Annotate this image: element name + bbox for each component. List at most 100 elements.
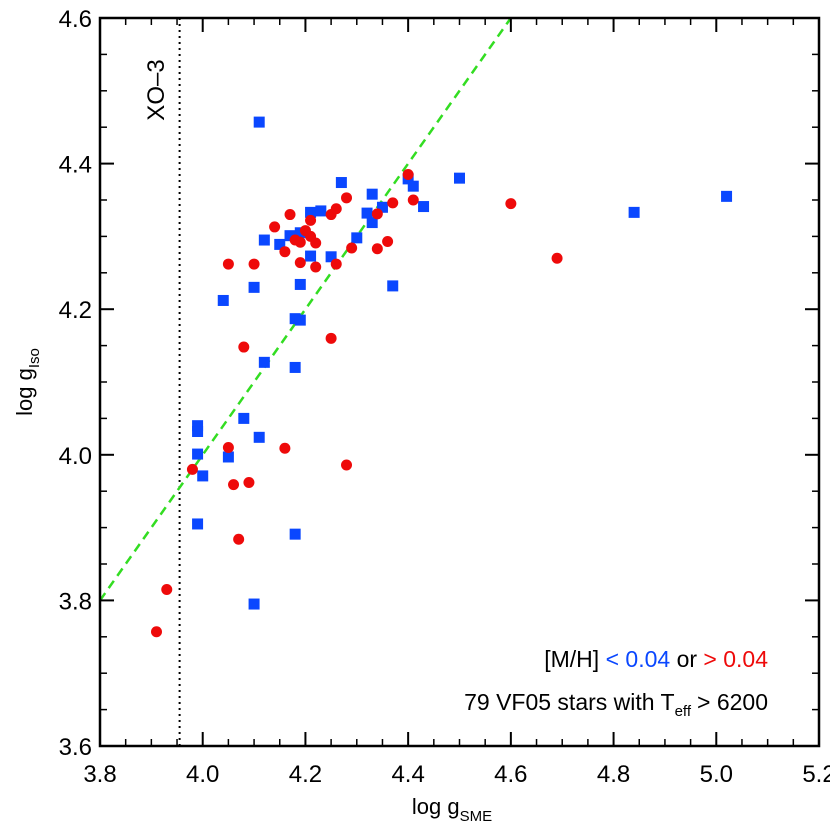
x-tick-label: 4.2 <box>289 761 322 788</box>
data-point-square <box>407 180 419 192</box>
data-point-square <box>258 234 270 246</box>
data-point-circle <box>269 221 281 233</box>
data-point-circle <box>186 463 198 475</box>
data-point-square <box>253 431 265 443</box>
data-point-square <box>197 470 209 482</box>
data-point-circle <box>233 533 245 545</box>
x-axis-label: log gSME <box>412 794 492 825</box>
y-tick-label: 3.6 <box>59 734 92 761</box>
x-tick-label: 4.6 <box>494 761 527 788</box>
data-point-circle <box>371 208 383 220</box>
x-tick-label: 5.2 <box>802 761 830 788</box>
y-tick-label: 4.0 <box>59 443 92 470</box>
data-point-square <box>294 314 306 326</box>
legend-sample-prefix: 79 VF05 stars with T <box>464 689 675 715</box>
data-point-square <box>217 294 229 306</box>
legend-line-metallicity: [M/H] < 0.04 or > 0.04 <box>544 646 768 672</box>
y-tick-label: 4.6 <box>59 6 92 33</box>
data-point-square <box>418 201 430 213</box>
legend-sample-suffix: > 6200 <box>697 689 768 715</box>
data-point-circle <box>325 332 337 344</box>
data-point-circle <box>305 214 317 226</box>
data-point-circle <box>341 192 353 204</box>
data-point-square <box>258 356 270 368</box>
y-tick-label: 4.2 <box>59 297 92 324</box>
data-point-circle <box>551 252 563 264</box>
data-point-square <box>248 598 260 610</box>
data-point-circle <box>284 209 296 221</box>
legend-line-sample: 79 VF05 stars with Teff > 6200 <box>464 689 768 720</box>
data-point-circle <box>407 194 419 206</box>
data-point-square <box>335 177 347 189</box>
data-point-circle <box>505 198 517 210</box>
data-point-square <box>289 528 301 540</box>
x-axis-label-base: log g <box>412 794 460 819</box>
data-point-circle <box>238 341 250 353</box>
legend-blue-threshold: < 0.04 <box>606 646 671 672</box>
data-point-circle <box>228 479 240 491</box>
data-point-square <box>325 251 337 263</box>
legend-metallicity-prefix: [M/H] <box>544 646 599 672</box>
data-point-circle <box>243 476 255 488</box>
data-point-circle <box>330 203 342 215</box>
data-point-square <box>376 201 388 213</box>
data-point-circle <box>294 236 306 248</box>
data-point-square <box>305 250 317 262</box>
data-point-square <box>454 172 465 184</box>
data-point-square <box>628 206 640 218</box>
y-axis-label-sub: Iso <box>26 348 43 368</box>
data-point-circle <box>248 258 260 270</box>
data-point-square <box>248 281 260 293</box>
x-tick-label: 3.8 <box>83 761 116 788</box>
data-point-square <box>351 232 363 244</box>
x-tick-label: 5.0 <box>700 761 733 788</box>
data-point-square <box>289 361 301 373</box>
data-point-circle <box>310 237 322 249</box>
data-point-circle <box>346 242 358 254</box>
data-point-circle <box>402 169 414 181</box>
data-point-circle <box>150 626 162 638</box>
data-point-square <box>238 412 250 424</box>
data-point-square <box>361 207 373 219</box>
legend-red-threshold: > 0.04 <box>703 646 768 672</box>
legend-sample-sub: eff <box>675 703 692 720</box>
one-to-one-fit-line <box>100 18 512 602</box>
data-point-square <box>366 188 378 200</box>
data-point-square <box>192 448 204 460</box>
data-point-square <box>305 206 317 218</box>
x-tick-label: 4.0 <box>186 761 219 788</box>
data-point-square <box>192 420 204 432</box>
data-point-circle <box>382 235 394 247</box>
data-point-square <box>294 227 306 239</box>
data-point-circle <box>279 442 291 454</box>
x-axis-label-sub: SME <box>460 808 493 825</box>
data-point-circle <box>371 243 383 255</box>
data-point-circle <box>341 459 353 471</box>
x-tick-label: 4.8 <box>597 761 630 788</box>
reference-line-label: XO–3 <box>143 59 170 120</box>
data-point-circle <box>310 261 322 273</box>
legend-or: or <box>677 646 698 672</box>
y-tick-label: 3.8 <box>59 588 92 615</box>
data-point-square <box>294 278 306 290</box>
data-point-square <box>387 280 399 292</box>
data-point-square <box>192 518 204 530</box>
data-point-circle <box>294 257 306 269</box>
plot-frame <box>98 16 821 748</box>
data-point-square <box>192 426 204 438</box>
data-point-square <box>274 238 286 250</box>
data-point-circle <box>330 258 342 270</box>
data-point-circle <box>161 583 173 595</box>
data-point-circle <box>387 197 399 209</box>
data-point-square <box>366 217 378 229</box>
x-tick-label: 4.4 <box>391 761 424 788</box>
data-point-square <box>284 230 296 242</box>
y-axis-label-base: log g <box>12 368 37 416</box>
y-axis-label: log gIso <box>12 348 43 416</box>
y-tick-label: 4.4 <box>59 152 92 179</box>
data-point-square <box>721 190 733 202</box>
data-point-square <box>315 205 327 217</box>
data-point-square <box>222 451 234 463</box>
data-point-circle <box>279 246 291 258</box>
